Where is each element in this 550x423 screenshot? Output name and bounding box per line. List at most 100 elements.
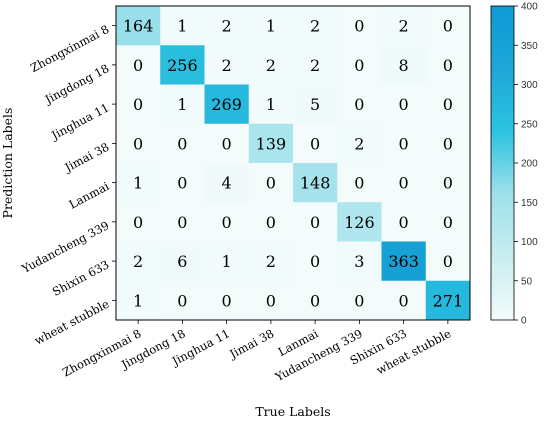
cell-value-label: 0: [133, 213, 143, 232]
cell-value-label: 0: [177, 174, 187, 193]
heatmap-cell: [425, 123, 471, 164]
heatmap-cell: [381, 6, 427, 46]
cell-value-label: 0: [310, 291, 320, 310]
heatmap-cell: [160, 163, 205, 203]
heatmap-cell: [116, 241, 161, 282]
y-tick-label: Jingdong 18: [42, 61, 112, 107]
cell-value-label: 2: [133, 252, 143, 271]
cell-value-label: 6: [177, 252, 187, 271]
cell-value-label: 0: [222, 134, 232, 153]
cell-value-label: 164: [123, 17, 154, 36]
cell-value-label: 0: [266, 291, 276, 310]
y-tick-label: wheat stubble: [32, 297, 111, 348]
heatmap-cell: [293, 6, 338, 46]
heatmap-cell: [204, 163, 250, 203]
cell-value-label: 126: [344, 213, 375, 232]
heatmap-cell: [337, 84, 382, 125]
heatmap-cell: [381, 202, 427, 242]
heatmap-cell: [293, 202, 338, 242]
cell-value-label: 0: [222, 213, 232, 232]
cell-values: 164 1 2 1 2 0 2 00 256 2 2 2 0 8 00 1 269 1 5 0 0 00 0 0 139 0 2 0 0…: [123, 17, 463, 311]
cell-value-label: 0: [354, 95, 364, 114]
cell-value-label: 0: [354, 291, 364, 310]
colorbar-tick-label: 300: [521, 80, 538, 91]
heatmap-cell: [248, 280, 294, 321]
cell-value-label: 0: [443, 95, 453, 114]
y-axis-title: Prediction Labels: [0, 108, 15, 219]
heatmap-cell: [337, 202, 382, 242]
heatmap-cell: [160, 202, 205, 242]
heatmap-cell: [293, 241, 338, 282]
heatmap-cell: [337, 123, 382, 164]
heatmap-cell: [425, 84, 471, 125]
y-tick-label: Shixin 633: [50, 257, 111, 299]
cell-value-label: 0: [399, 174, 409, 193]
cell-value-label: 0: [266, 213, 276, 232]
x-tick-label: wheat stubble: [374, 326, 453, 377]
cell-value-label: 1: [266, 17, 276, 36]
cell-value-label: 0: [177, 213, 187, 232]
y-tick-label: Jimai 38: [62, 140, 112, 175]
heatmap-cell: [248, 241, 294, 282]
cell-value-label: 0: [310, 252, 320, 271]
heatmap-cell: [116, 6, 161, 46]
heatmap-cell: [116, 84, 161, 125]
heatmap-cell: [204, 241, 250, 282]
cell-value-label: 1: [177, 95, 187, 114]
y-tick-label: Lanmai: [67, 179, 112, 212]
colorbar-tick-label: 400: [521, 2, 538, 13]
heatmap-cell: [293, 163, 338, 203]
heatmap-cell: [381, 84, 427, 125]
cell-value-label: 0: [310, 134, 320, 153]
heatmap-cell: [425, 6, 471, 46]
cell-value-label: 0: [177, 134, 187, 153]
heatmap-cell: [204, 280, 250, 321]
heatmap-cell: [116, 45, 161, 85]
cell-value-label: 271: [433, 291, 464, 310]
cell-value-label: 3: [354, 252, 364, 271]
cell-value-label: 0: [133, 134, 143, 153]
cell-value-label: 148: [300, 174, 331, 193]
heatmap-cell: [204, 84, 250, 125]
cell-value-label: 269: [211, 95, 242, 114]
x-axis-title: True Labels: [255, 404, 330, 419]
colorbar-tick-label: 100: [521, 237, 538, 248]
colorbar-tick-label: 50: [521, 276, 533, 287]
heatmap-cell: [337, 45, 382, 85]
colorbar-tick-label: 150: [521, 198, 538, 209]
heatmap-cell: [116, 202, 161, 242]
heatmap-cell: [293, 280, 338, 321]
cell-value-label: 5: [310, 95, 320, 114]
heatmap-cell: [381, 45, 427, 85]
cell-value-label: 0: [133, 95, 143, 114]
heatmap-cell: [425, 163, 471, 203]
heatmap-cell: [337, 163, 382, 203]
cell-value-label: 1: [222, 252, 232, 271]
cell-value-label: 256: [167, 56, 198, 75]
colorbar-tick-label: 350: [521, 41, 538, 52]
cell-value-label: 1: [177, 17, 187, 36]
cell-value-label: 2: [354, 134, 364, 153]
y-tick-label: Jinghua 11: [48, 100, 111, 142]
cell-value-label: 0: [399, 134, 409, 153]
cell-value-label: 2: [310, 56, 320, 75]
cell-value-label: 2: [266, 252, 276, 271]
heatmap-cell: [248, 202, 294, 242]
cell-value-label: 0: [443, 252, 453, 271]
colorbar-tick-label: 0: [521, 316, 527, 327]
colorbar: [490, 5, 515, 321]
heatmap-cell: [204, 45, 250, 85]
heatmap-cell: [425, 241, 471, 282]
heatmap-cell: [204, 202, 250, 242]
cell-value-label: 0: [443, 134, 453, 153]
heatmap-cell: [337, 241, 382, 282]
cell-value-label: 0: [354, 56, 364, 75]
heatmap-cell: [160, 123, 205, 164]
cell-value-label: 1: [266, 95, 276, 114]
x-tick-label: Jimai 38: [226, 326, 276, 361]
cell-value-label: 0: [399, 213, 409, 232]
cell-value-label: 0: [443, 17, 453, 36]
heatmap-cell: [248, 123, 294, 164]
